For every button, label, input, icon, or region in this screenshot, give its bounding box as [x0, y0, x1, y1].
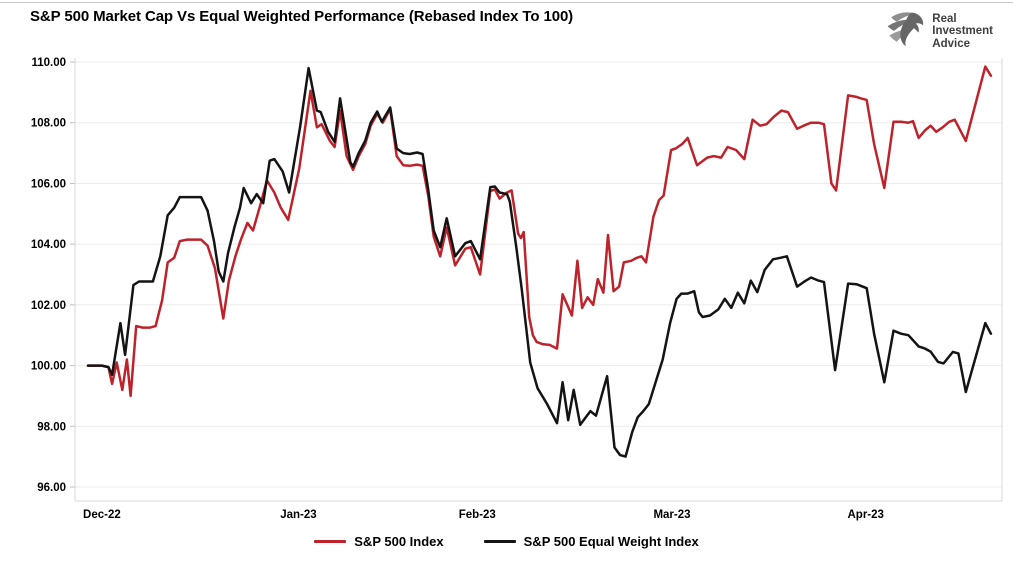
brand-word: Advice [932, 37, 970, 50]
legend-label: S&P 500 Index [354, 534, 444, 549]
y-tick-label: 96.00 [37, 482, 66, 494]
top-divider [0, 2, 1013, 3]
x-tick-label: Mar-23 [653, 509, 690, 521]
equal-weight-line-swatch [483, 539, 516, 544]
y-tick-label: 100.00 [31, 361, 66, 373]
brand-logo: Real Investment Advice [882, 9, 993, 54]
y-tick-label: 104.00 [31, 239, 66, 251]
y-tick-label: 110.00 [31, 57, 66, 69]
legend-item-sp500: S&P 500 Index [314, 534, 444, 549]
x-tick-label: Apr-23 [848, 509, 884, 521]
x-tick-label: Dec-22 [83, 509, 121, 521]
page-title: S&P 500 Market Cap Vs Equal Weighted Per… [30, 8, 574, 25]
sp500-index-line [86, 65, 993, 398]
brand-word: Investment [932, 25, 993, 38]
y-tick-label: 98.00 [37, 421, 66, 433]
x-tick-label: Feb-23 [459, 509, 496, 521]
eagle-logo-icon [882, 9, 926, 54]
chart-legend: S&P 500 Index S&P 500 Equal Weight Index [0, 534, 1013, 549]
brand-word: Real [932, 12, 957, 25]
y-tick-label: 102.00 [31, 300, 66, 312]
sp500-line-swatch [314, 539, 347, 544]
y-tick-label: 106.00 [31, 178, 66, 190]
brand-logo-text: Real Investment Advice [932, 13, 993, 51]
equal-weight-index-line [86, 66, 993, 458]
legend-label: S&P 500 Equal Weight Index [523, 534, 699, 549]
legend-item-equal-weight: S&P 500 Equal Weight Index [483, 534, 699, 549]
x-tick-label: Jan-23 [280, 509, 316, 521]
y-tick-label: 108.00 [31, 118, 66, 130]
